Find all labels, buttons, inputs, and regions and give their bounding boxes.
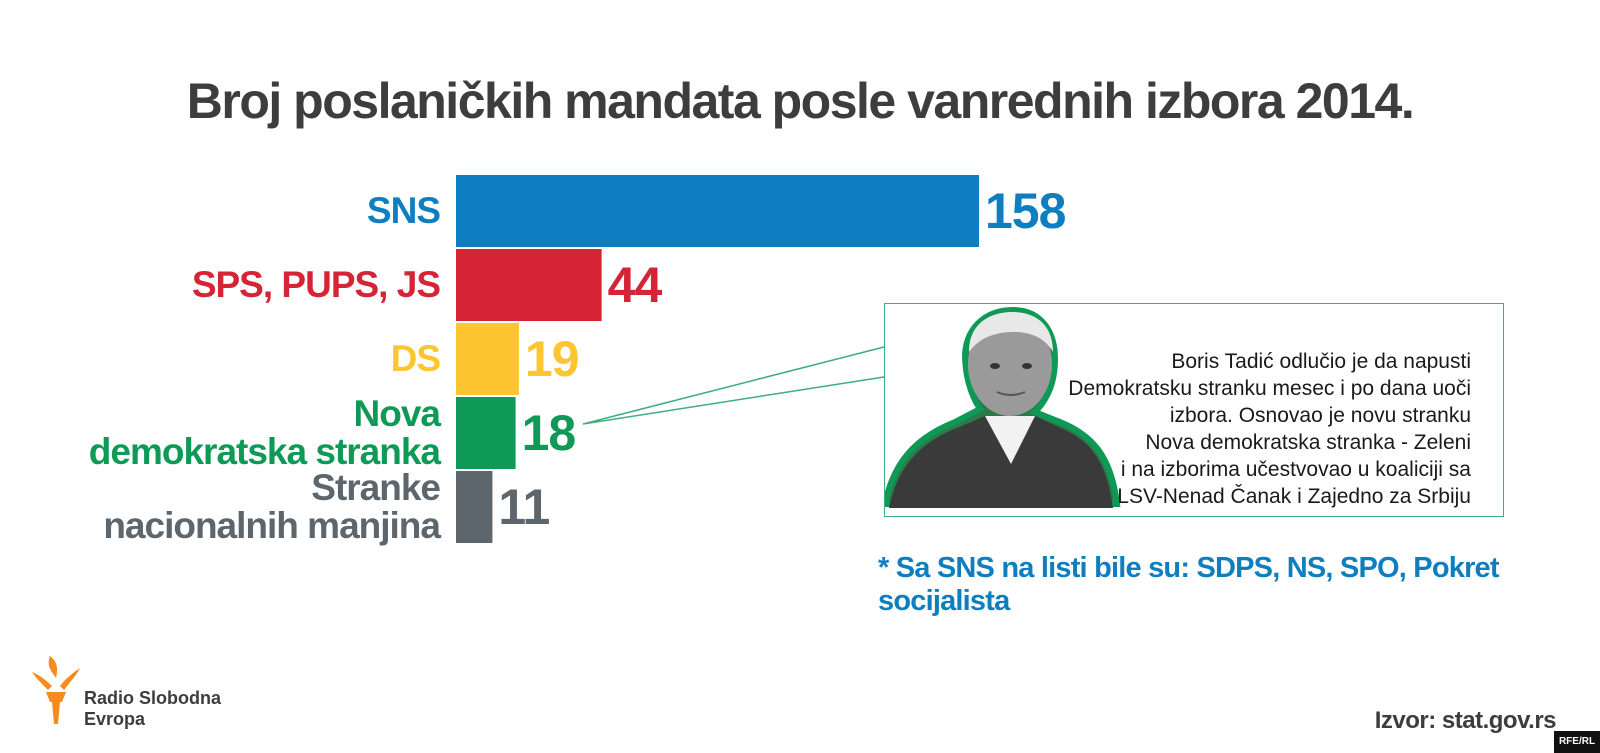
bar-0 xyxy=(456,175,979,247)
value-label-2: 19 xyxy=(524,331,580,387)
logo-name-line2: Evropa xyxy=(84,709,146,729)
logo-name-line1: Radio Slobodna xyxy=(84,688,221,708)
bar-4 xyxy=(456,471,493,543)
footnote: * Sa SNS na listi bile su: SDPS, NS, SPO… xyxy=(878,552,1500,617)
source-note: Izvor: stat.gov.rs xyxy=(1374,707,1557,734)
callout-line-4: i na izborima učestvovao u koaliciji sa xyxy=(1120,458,1471,481)
bar-1 xyxy=(456,249,602,321)
value-label-3: 18 xyxy=(521,405,577,461)
callout-line-3: Nova demokratska stranka - Zeleni xyxy=(1145,431,1471,454)
category-label-1: SPS, PUPS, JS xyxy=(191,264,441,305)
chart-title: Broj poslaničkih mandata posle vanrednih… xyxy=(186,73,1415,129)
category-label-0: SNS xyxy=(366,190,441,231)
bar-2 xyxy=(456,323,519,395)
tadic-callout: Boris Tadić odlučio je da napusti Demokra… xyxy=(884,303,1504,517)
callout-line-5: LSV-Nenad Čanak i Zajedno za Srbiju xyxy=(1117,485,1471,508)
callout-line-2: izbora. Osnovao je novu stranku xyxy=(1169,404,1471,427)
value-label-4: 11 xyxy=(498,479,550,535)
value-label-0: 158 xyxy=(985,183,1066,239)
portrait-photo xyxy=(885,306,1121,508)
bar-3 xyxy=(456,397,516,469)
callout-line-1: Demokratsku stranku mesec i po dana uoči xyxy=(1068,377,1471,400)
callout-line-0: Boris Tadić odlučio je da napusti xyxy=(1171,350,1471,373)
rferl-tag: RFE/RL xyxy=(1554,731,1600,753)
category-label-4: Stranke nacionalnih manjina xyxy=(103,467,441,546)
category-label-2: DS xyxy=(390,338,441,379)
rse-torch-logo xyxy=(32,656,80,724)
category-label-3: Nova demokratska stranka xyxy=(88,393,441,472)
value-label-1: 44 xyxy=(607,257,663,313)
logo-text: Radio Slobodna Evropa xyxy=(84,688,221,730)
callout-text: Boris Tadić odlučio je da napusti Demokra… xyxy=(1051,348,1471,510)
